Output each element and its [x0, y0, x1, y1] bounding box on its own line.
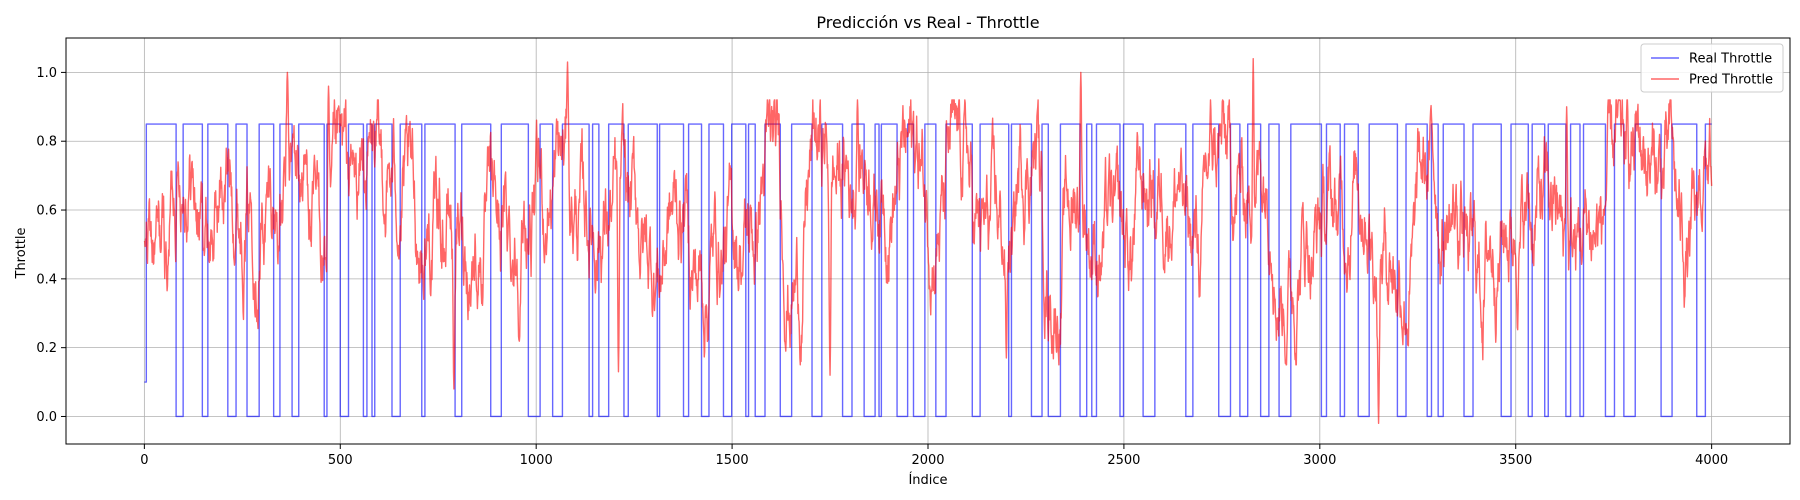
y-axis-label: Throttle — [14, 228, 29, 280]
y-axis: 0.0 0.2 0.4 0.6 0.8 1.0 — [36, 66, 66, 425]
legend-label: Pred Throttle — [1689, 73, 1773, 88]
x-tick-label: 1000 — [520, 453, 553, 468]
series-line-real-throttle — [144, 123, 1712, 418]
y-tick-label: 0.4 — [36, 272, 57, 287]
x-tick-label: 3500 — [1499, 453, 1532, 468]
legend-label: Real Throttle — [1689, 52, 1772, 67]
y-tick-label: 1.0 — [36, 66, 57, 81]
x-tick-label: 4000 — [1695, 453, 1728, 468]
series-layer — [143, 57, 1713, 425]
y-tick-label: 0.6 — [36, 204, 57, 219]
x-axis-label: Índice — [908, 472, 947, 488]
y-tick-label: 0.0 — [36, 410, 57, 425]
y-tick-label: 0.8 — [36, 135, 57, 150]
series-line-pred-throttle — [143, 57, 1713, 425]
y-tick-label: 0.2 — [36, 341, 57, 356]
chart-title: Predicción vs Real - Throttle — [816, 13, 1039, 32]
x-tick-label: 2500 — [1107, 453, 1140, 468]
x-tick-label: 3000 — [1303, 453, 1336, 468]
x-tick-label: 2000 — [911, 453, 944, 468]
x-tick-label: 1500 — [716, 453, 749, 468]
x-tick-label: 0 — [140, 453, 148, 468]
x-tick-label: 500 — [328, 453, 353, 468]
legend-box — [1640, 43, 1784, 93]
x-axis: 0 500 1000 1500 2000 2500 3000 3500 4000 — [140, 444, 1728, 468]
legend: Real Throttle Pred Throttle — [1640, 43, 1784, 93]
